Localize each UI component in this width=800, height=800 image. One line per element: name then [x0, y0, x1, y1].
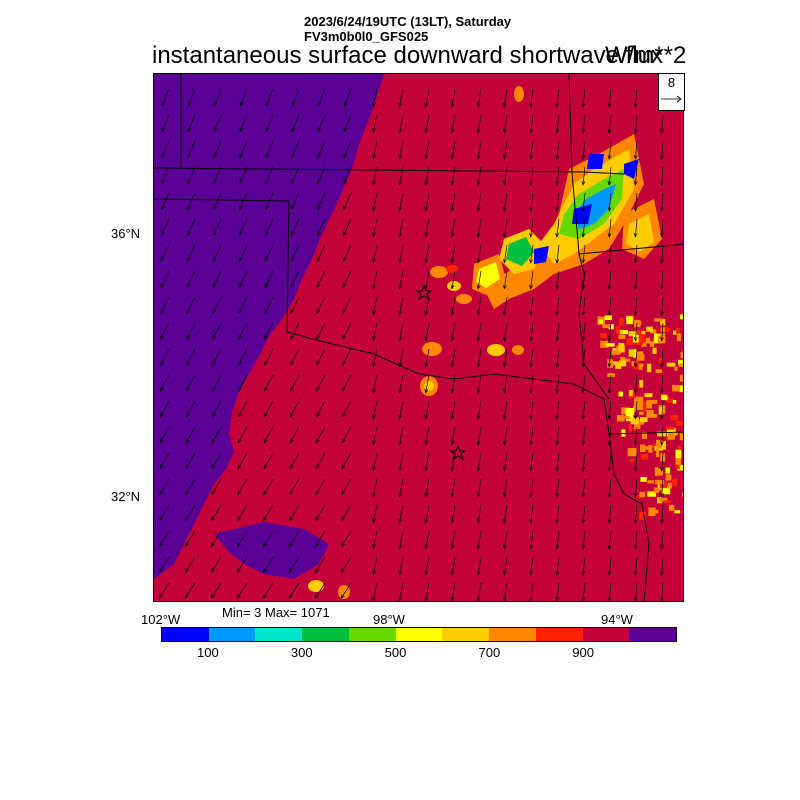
lon-label-98: 98°W [373, 612, 405, 627]
colorbar-segment [395, 628, 443, 641]
colorbar-segment [582, 628, 630, 641]
star-icon [415, 284, 433, 301]
colorbar-segment [255, 628, 303, 641]
colorbar-segment [302, 628, 349, 641]
map-panel [153, 73, 684, 602]
reference-vector-box: 8 [658, 73, 685, 111]
convective-field-southeast [597, 314, 683, 520]
lon-label-102: 102°W [141, 612, 181, 627]
convective-cells-northeast [472, 134, 662, 309]
star-icon [449, 444, 467, 461]
main-title: instantaneous surface downward shortwave… [152, 42, 663, 69]
colorbar-label: 700 [478, 645, 501, 660]
colorbar-segment [629, 628, 677, 641]
colorbar-label: 900 [572, 645, 595, 660]
colorbar-segment [489, 628, 536, 641]
colorbar-segment [348, 628, 396, 641]
station-markers [415, 284, 467, 461]
reference-arrow-icon [661, 95, 682, 103]
header-model: FV3m0b0l0_GFS025 [304, 29, 429, 44]
wind-vectors [158, 88, 664, 601]
lat-label-32: 32°N [111, 489, 141, 504]
colorbar-label: 500 [384, 645, 407, 660]
reference-vector-label: 8 [667, 75, 676, 90]
colorbar-segment [162, 628, 209, 641]
lat-label-36: 36°N [111, 226, 141, 241]
map-canvas [154, 74, 683, 601]
lon-label-94: 94°W [601, 612, 633, 627]
colorbar-segment [535, 628, 583, 641]
colorbar [161, 627, 677, 642]
colorbar-segment [208, 628, 256, 641]
min-max-stats: Min= 3 Max= 1071 [222, 605, 330, 620]
units-label: W/m**2 [605, 42, 687, 69]
colorbar-segment [442, 628, 490, 641]
header-datetime: 2023/6/24/19UTC (13LT), Saturday [304, 14, 512, 29]
colorbar-label: 100 [197, 645, 219, 660]
colorbar-label: 300 [290, 645, 313, 660]
convective-cells-central [308, 86, 524, 599]
